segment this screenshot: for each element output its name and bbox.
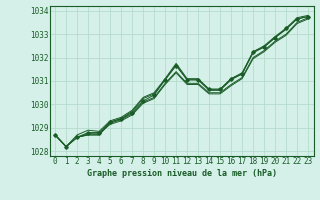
X-axis label: Graphe pression niveau de la mer (hPa): Graphe pression niveau de la mer (hPa)	[87, 169, 276, 178]
